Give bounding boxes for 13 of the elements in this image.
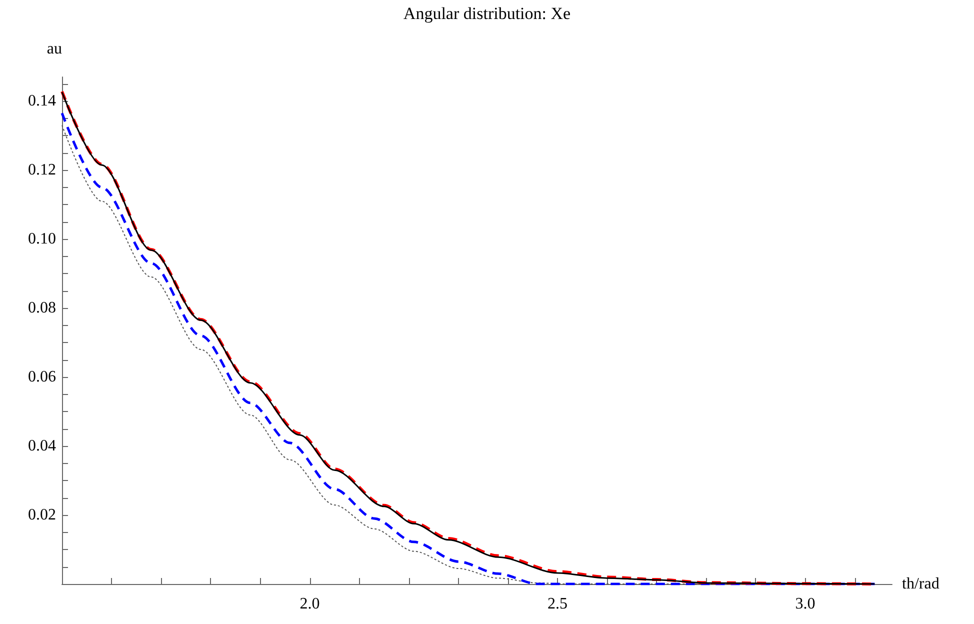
y-tick-label: 0.04 <box>28 438 56 455</box>
chart-title: Angular distribution: Xe <box>403 4 571 23</box>
y-tick-label: 0.10 <box>28 230 56 248</box>
y-tick-label: 0.06 <box>28 368 56 386</box>
y-tick-label: 0.14 <box>28 92 56 110</box>
y-tick-label: 0.12 <box>28 162 56 179</box>
y-axis-title: au <box>46 40 62 58</box>
x-tick-label: 2.5 <box>548 596 568 612</box>
y-tick-label: 0.02 <box>28 506 56 524</box>
x-tick-label: 2.0 <box>300 596 320 612</box>
x-axis-title: th/rad <box>902 576 940 592</box>
y-tick-label: 0.08 <box>28 300 56 317</box>
x-tick-label: 3.0 <box>795 596 816 612</box>
